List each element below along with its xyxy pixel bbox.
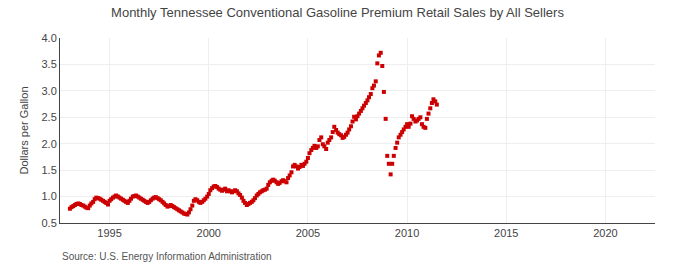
svg-text:1.5: 1.5 — [42, 164, 57, 176]
svg-text:Source: U.S. Energy Informatio: Source: U.S. Energy Information Administ… — [62, 251, 272, 262]
svg-text:1995: 1995 — [97, 227, 121, 239]
svg-text:1.0: 1.0 — [42, 190, 57, 202]
svg-text:2010: 2010 — [395, 227, 419, 239]
svg-text:2015: 2015 — [494, 227, 518, 239]
svg-text:4.0: 4.0 — [42, 32, 57, 44]
svg-text:2000: 2000 — [197, 227, 221, 239]
svg-text:2020: 2020 — [593, 227, 617, 239]
svg-text:2005: 2005 — [296, 227, 320, 239]
svg-text:2.0: 2.0 — [42, 138, 57, 150]
svg-text:Monthly Tennessee Conventional: Monthly Tennessee Conventional Gasoline … — [111, 5, 564, 20]
svg-text:0.5: 0.5 — [42, 217, 57, 229]
svg-text:3.0: 3.0 — [42, 85, 57, 97]
svg-text:3.5: 3.5 — [42, 58, 57, 70]
svg-text:2.5: 2.5 — [42, 111, 57, 123]
svg-text:Dollars per Gallon: Dollars per Gallon — [18, 86, 30, 174]
